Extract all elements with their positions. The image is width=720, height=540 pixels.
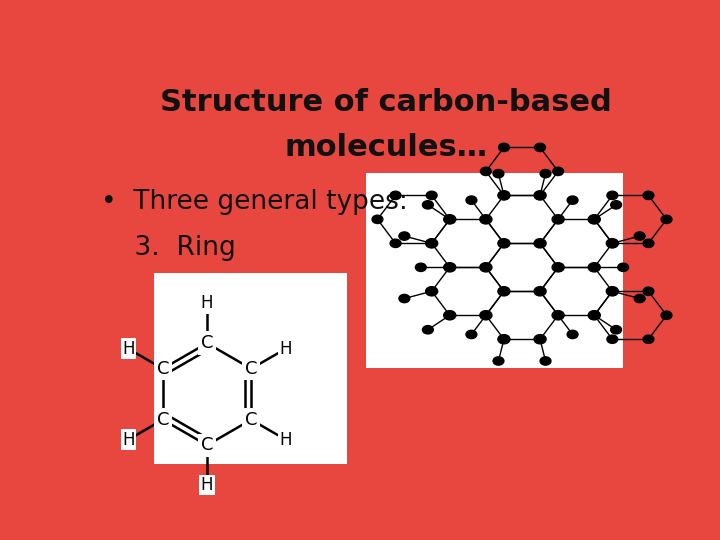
Circle shape xyxy=(540,170,551,178)
Circle shape xyxy=(426,239,437,247)
Circle shape xyxy=(588,215,600,224)
Circle shape xyxy=(535,143,546,152)
Circle shape xyxy=(480,215,492,224)
Circle shape xyxy=(589,215,600,224)
Text: H: H xyxy=(122,340,135,357)
Circle shape xyxy=(643,191,654,199)
Circle shape xyxy=(534,239,546,248)
Circle shape xyxy=(643,335,654,343)
Circle shape xyxy=(415,263,426,272)
Text: C: C xyxy=(245,360,258,377)
Circle shape xyxy=(444,310,456,320)
Text: H: H xyxy=(279,431,292,449)
Circle shape xyxy=(480,167,491,176)
Circle shape xyxy=(480,262,492,272)
Circle shape xyxy=(498,191,510,200)
Text: H: H xyxy=(201,294,213,312)
Circle shape xyxy=(589,311,600,319)
Circle shape xyxy=(493,170,504,178)
Circle shape xyxy=(534,287,546,296)
Circle shape xyxy=(498,287,510,296)
Circle shape xyxy=(643,239,654,247)
FancyBboxPatch shape xyxy=(154,273,347,464)
Circle shape xyxy=(399,294,410,303)
Circle shape xyxy=(611,201,621,209)
Circle shape xyxy=(534,191,546,200)
Circle shape xyxy=(643,287,654,295)
Circle shape xyxy=(426,287,438,296)
FancyBboxPatch shape xyxy=(366,173,623,368)
Circle shape xyxy=(466,196,477,204)
Circle shape xyxy=(390,239,401,247)
Circle shape xyxy=(493,357,504,365)
Text: H: H xyxy=(122,431,135,449)
Circle shape xyxy=(552,215,564,224)
Circle shape xyxy=(634,294,645,303)
Circle shape xyxy=(399,232,410,240)
Circle shape xyxy=(372,215,383,224)
Text: C: C xyxy=(245,411,258,429)
Circle shape xyxy=(634,232,645,240)
Circle shape xyxy=(606,287,618,296)
Circle shape xyxy=(498,143,509,152)
Circle shape xyxy=(498,239,510,248)
Text: C: C xyxy=(201,436,213,454)
Circle shape xyxy=(426,239,438,248)
Circle shape xyxy=(534,335,546,344)
Circle shape xyxy=(607,191,618,199)
Circle shape xyxy=(423,201,433,209)
Circle shape xyxy=(607,287,618,295)
Circle shape xyxy=(423,326,433,334)
Circle shape xyxy=(535,191,546,199)
Circle shape xyxy=(661,215,672,224)
Text: C: C xyxy=(201,334,213,352)
Circle shape xyxy=(466,330,477,339)
Circle shape xyxy=(611,326,621,334)
Circle shape xyxy=(540,357,551,365)
Circle shape xyxy=(498,191,509,199)
Circle shape xyxy=(444,215,456,224)
Circle shape xyxy=(390,191,401,199)
Circle shape xyxy=(426,191,437,199)
Circle shape xyxy=(607,239,618,247)
Text: •  Three general types:: • Three general types: xyxy=(101,189,408,215)
Text: 3.  Ring: 3. Ring xyxy=(101,235,236,261)
Circle shape xyxy=(618,263,629,272)
Circle shape xyxy=(588,310,600,320)
Circle shape xyxy=(552,262,564,272)
Circle shape xyxy=(552,310,564,320)
Text: C: C xyxy=(156,360,169,377)
Circle shape xyxy=(607,335,618,343)
Circle shape xyxy=(553,167,564,176)
Circle shape xyxy=(480,310,492,320)
Circle shape xyxy=(606,239,618,248)
Circle shape xyxy=(498,335,510,344)
Text: H: H xyxy=(279,340,292,357)
Circle shape xyxy=(588,262,600,272)
Text: C: C xyxy=(156,411,169,429)
Circle shape xyxy=(567,196,578,204)
Circle shape xyxy=(661,311,672,319)
Text: H: H xyxy=(201,476,213,494)
Text: molecules…: molecules… xyxy=(284,133,487,163)
Circle shape xyxy=(567,330,578,339)
Circle shape xyxy=(444,215,455,224)
Circle shape xyxy=(444,262,456,272)
Text: Structure of carbon-based: Structure of carbon-based xyxy=(160,87,611,117)
